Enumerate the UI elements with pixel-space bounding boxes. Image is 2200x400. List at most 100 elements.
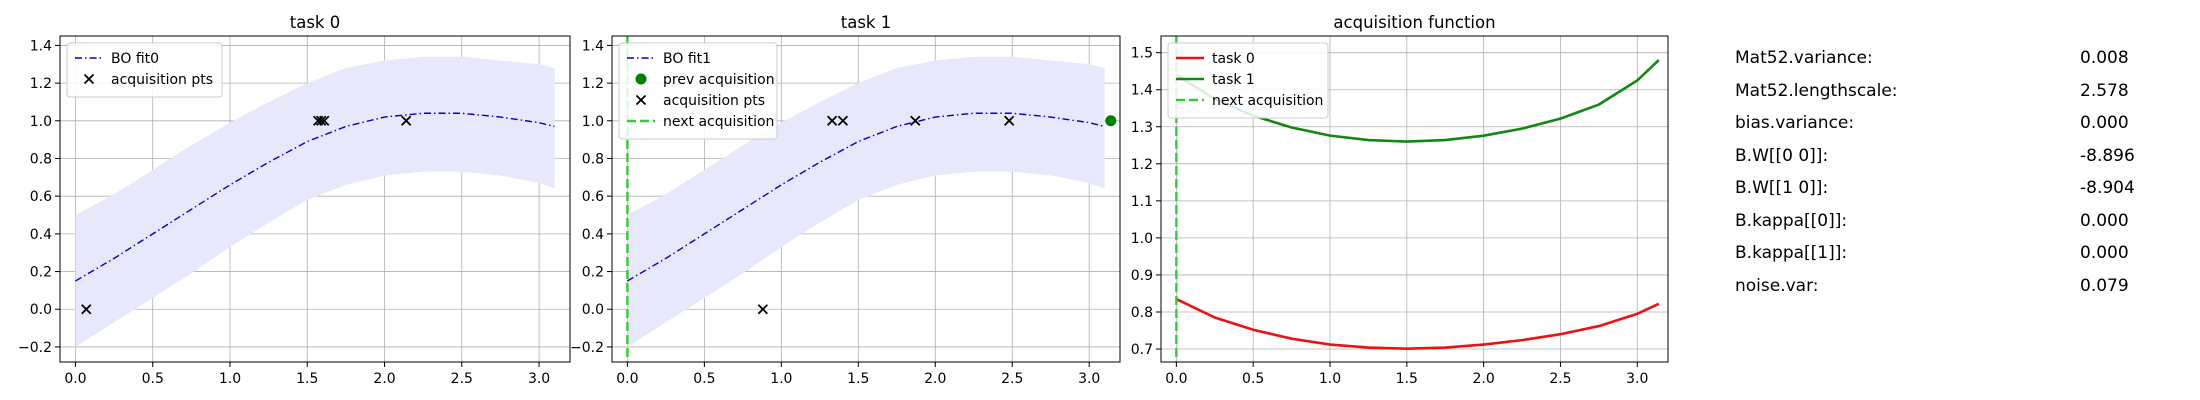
x-tick-label: 0.5 xyxy=(693,371,715,387)
y-tick-label: 1.4 xyxy=(582,38,604,54)
marker-stroke xyxy=(757,304,768,315)
legend-label: next acquisition xyxy=(1212,93,1323,109)
y-tick-label: 0.9 xyxy=(1131,268,1153,284)
y-tick-label: 0.2 xyxy=(30,265,52,281)
param-name: B.W[[0 0]]: xyxy=(1735,145,1829,166)
param-value: -8.896 xyxy=(2080,145,2135,166)
y-tick-label: 0.6 xyxy=(582,189,604,205)
fit-mean-line xyxy=(627,112,1105,282)
marker-stroke xyxy=(910,115,921,126)
legend-handle xyxy=(635,73,647,85)
acquisition-point xyxy=(910,115,921,126)
legend: BO fit1 prev acquisition acquisition pts ne… xyxy=(618,42,778,140)
y-tick-label: 0.8 xyxy=(582,151,604,167)
x-tick-label: 2.0 xyxy=(1473,371,1495,387)
x-tick-label: 2.5 xyxy=(1549,371,1571,387)
legend-box xyxy=(66,42,223,98)
param-row: Mat52.variance: 0.008 xyxy=(1735,48,2135,81)
param-row: B.kappa[[1]]: 0.000 xyxy=(1735,243,2135,276)
param-name: B.W[[1 0]]: xyxy=(1735,178,1829,198)
param-row: noise.var: 0.079 xyxy=(1735,276,2135,309)
marker-stroke xyxy=(316,115,327,126)
axes-frame xyxy=(1160,35,1669,363)
legend-box xyxy=(618,42,778,140)
y-tick-label: 1.2 xyxy=(582,76,604,92)
x-tick-label: 2.5 xyxy=(1001,371,1023,387)
plot-area xyxy=(75,56,555,347)
param-row: Mat52.lengthscale: 2.578 xyxy=(1735,81,2135,114)
axes-frame xyxy=(611,35,1121,363)
y-tick-label: 1.4 xyxy=(1131,83,1153,99)
x-tick-label: 3.0 xyxy=(1078,371,1100,387)
y-tick-label: −0.2 xyxy=(570,340,604,356)
subplot-2: 0.0 0.5 1.0 1.5 2.0 2.5 3.0 0.7 0.8 0.9 1.0 1.1 1.2 1… xyxy=(1131,13,1669,387)
x-tick-label: 0.0 xyxy=(1165,371,1187,387)
x-tick-label: 3.0 xyxy=(1626,371,1648,387)
param-name: noise.var: xyxy=(1735,275,1819,296)
y-tick-label: 0.8 xyxy=(30,151,52,167)
legend-handle xyxy=(635,94,647,106)
prev-acquisition-point xyxy=(1105,115,1117,127)
y-tick-label: 1.3 xyxy=(1131,120,1153,136)
y-tick-label: 1.0 xyxy=(1131,231,1153,247)
marker-stroke xyxy=(826,115,838,126)
y-tick-label: 0.4 xyxy=(582,227,604,243)
legend-label: BO fit0 xyxy=(111,51,159,67)
marker-stroke xyxy=(635,94,647,106)
acquisition-point xyxy=(826,115,838,126)
x-tick-label: 1.5 xyxy=(296,371,318,387)
acquisition-point xyxy=(401,115,412,126)
param-row: B.kappa[[0]]: 0.000 xyxy=(1735,211,2135,244)
acquisition-point xyxy=(757,304,768,315)
marker-stroke xyxy=(401,115,412,126)
x-tick-label: 1.0 xyxy=(219,371,241,387)
acquisition-point xyxy=(316,115,327,126)
x-tick-label: 0.5 xyxy=(142,371,164,387)
param-name: B.kappa[[0]]: xyxy=(1735,210,1848,231)
legend-label: next acquisition xyxy=(663,114,774,130)
x-tick-label: 0.5 xyxy=(1242,371,1264,387)
param-value: 0.000 xyxy=(2080,243,2129,263)
param-name: Mat52.lengthscale: xyxy=(1735,80,1898,101)
y-tick-label: −0.2 xyxy=(18,340,52,356)
y-tick-label: 0.4 xyxy=(30,227,52,243)
chart-title: task 1 xyxy=(841,13,891,32)
marker-stroke xyxy=(319,115,330,126)
y-tick-label: 1.1 xyxy=(1131,194,1153,210)
marker-stroke xyxy=(837,115,849,126)
y-tick-label: 0.0 xyxy=(30,302,52,318)
y-tick-label: 1.0 xyxy=(582,114,604,130)
y-tick-label: 0.2 xyxy=(582,265,604,281)
legend-label: acquisition pts xyxy=(111,72,213,88)
confidence-band xyxy=(75,56,555,347)
param-value: 0.000 xyxy=(2080,210,2129,231)
param-value: 0.000 xyxy=(2080,113,2129,133)
fit-mean-line xyxy=(75,112,555,282)
param-value: 2.578 xyxy=(2080,80,2129,101)
y-tick-label: 0.6 xyxy=(30,189,52,205)
legend-label: acquisition pts xyxy=(663,93,765,109)
param-value: 0.008 xyxy=(2080,48,2129,68)
y-tick-label: 1.2 xyxy=(1131,157,1153,173)
y-tick-label: 1.5 xyxy=(1131,46,1153,62)
acquisition-point xyxy=(837,115,849,126)
legend-label: BO fit1 xyxy=(663,51,711,67)
x-tick-label: 2.5 xyxy=(451,371,473,387)
confidence-band xyxy=(627,56,1105,347)
legend: BO fit0 acquisition pts xyxy=(66,42,223,98)
series-line-task-0 xyxy=(1175,297,1660,350)
param-value: -8.904 xyxy=(2080,178,2135,198)
x-tick-label: 1.5 xyxy=(847,371,869,387)
param-name: bias.variance: xyxy=(1735,113,1855,133)
y-tick-label: 0.7 xyxy=(1131,342,1153,358)
legend-label: task 1 xyxy=(1212,72,1255,88)
param-value: 0.079 xyxy=(2080,275,2129,296)
y-tick-label: 0.8 xyxy=(1131,305,1153,321)
y-tick-label: 1.0 xyxy=(30,114,52,130)
x-tick-label: 2.0 xyxy=(924,371,946,387)
param-name: Mat52.variance: xyxy=(1735,48,1873,68)
acquisition-point xyxy=(1004,115,1015,126)
x-tick-label: 0.0 xyxy=(616,371,638,387)
marker-stroke xyxy=(83,73,95,85)
